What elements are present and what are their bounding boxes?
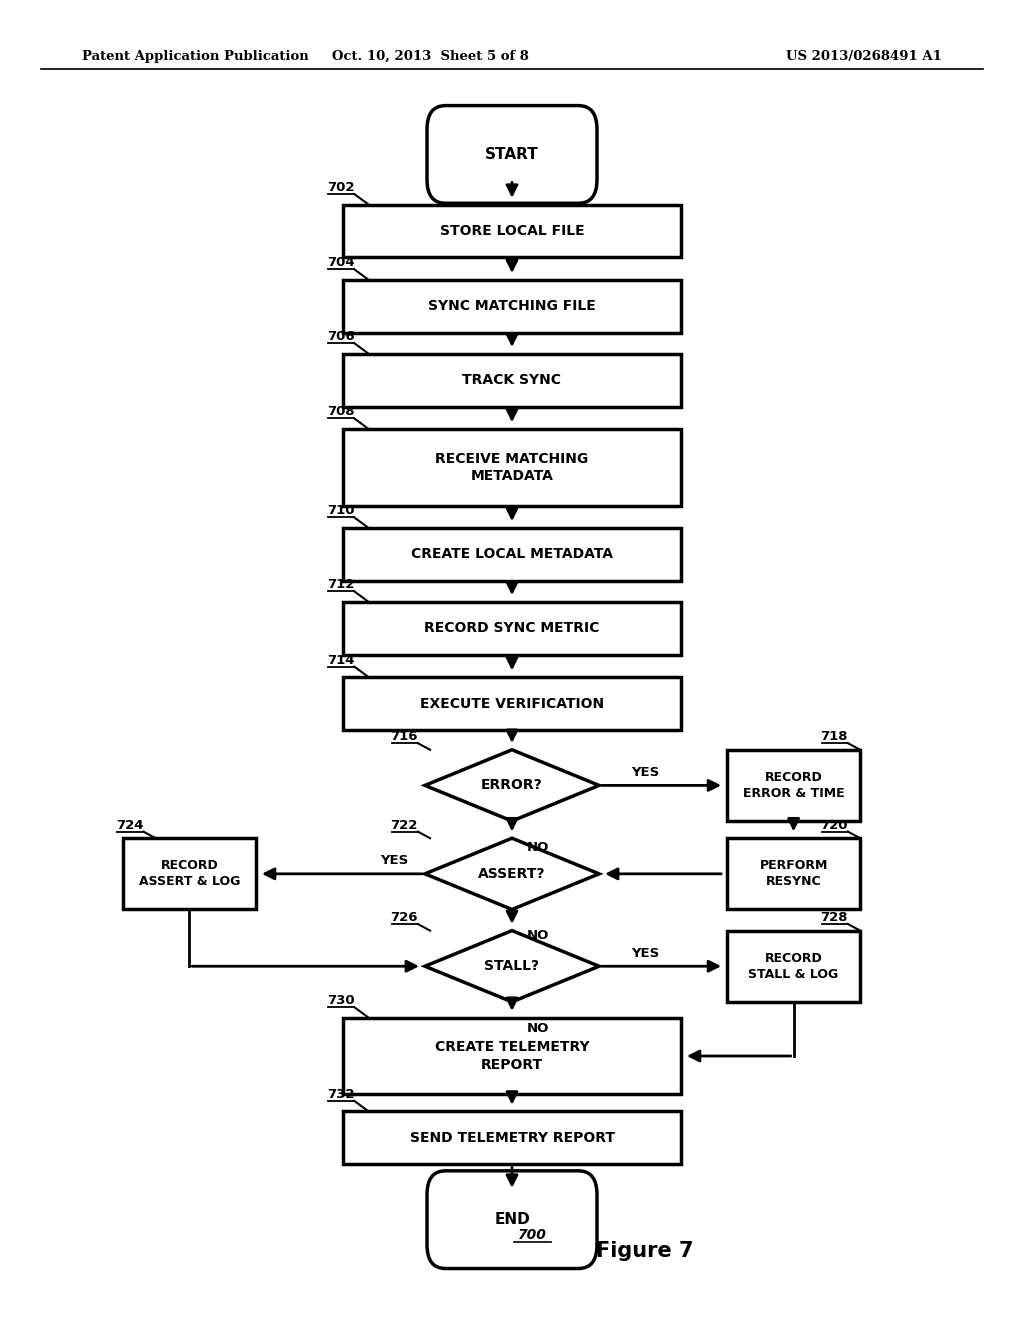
Text: 706: 706 bbox=[327, 330, 354, 343]
Text: EXECUTE VERIFICATION: EXECUTE VERIFICATION bbox=[420, 697, 604, 710]
Text: RECORD
ERROR & TIME: RECORD ERROR & TIME bbox=[742, 771, 845, 800]
Text: START: START bbox=[485, 147, 539, 162]
Polygon shape bbox=[425, 931, 599, 1002]
FancyBboxPatch shape bbox=[427, 1171, 597, 1269]
FancyBboxPatch shape bbox=[343, 1111, 681, 1164]
Text: Oct. 10, 2013  Sheet 5 of 8: Oct. 10, 2013 Sheet 5 of 8 bbox=[332, 50, 528, 63]
FancyBboxPatch shape bbox=[343, 354, 681, 407]
Text: STALL?: STALL? bbox=[484, 960, 540, 973]
FancyBboxPatch shape bbox=[343, 280, 681, 333]
Text: 722: 722 bbox=[390, 818, 418, 832]
FancyBboxPatch shape bbox=[727, 750, 860, 821]
Text: STORE LOCAL FILE: STORE LOCAL FILE bbox=[439, 224, 585, 238]
Text: YES: YES bbox=[631, 766, 659, 779]
Text: 732: 732 bbox=[327, 1088, 354, 1101]
FancyBboxPatch shape bbox=[343, 602, 681, 655]
Polygon shape bbox=[425, 750, 599, 821]
Text: Patent Application Publication: Patent Application Publication bbox=[82, 50, 308, 63]
Text: RECORD SYNC METRIC: RECORD SYNC METRIC bbox=[424, 622, 600, 635]
FancyBboxPatch shape bbox=[727, 931, 860, 1002]
Text: YES: YES bbox=[380, 854, 409, 867]
Text: NO: NO bbox=[526, 929, 549, 942]
Text: 708: 708 bbox=[327, 405, 354, 418]
Text: ERROR?: ERROR? bbox=[481, 779, 543, 792]
FancyBboxPatch shape bbox=[343, 205, 681, 257]
Text: CREATE TELEMETRY
REPORT: CREATE TELEMETRY REPORT bbox=[434, 1040, 590, 1072]
FancyBboxPatch shape bbox=[343, 1018, 681, 1094]
Text: 704: 704 bbox=[327, 256, 354, 269]
Text: YES: YES bbox=[631, 946, 659, 960]
Text: 700: 700 bbox=[518, 1228, 547, 1242]
Text: NO: NO bbox=[526, 1022, 549, 1035]
FancyBboxPatch shape bbox=[343, 677, 681, 730]
Text: PERFORM
RESYNC: PERFORM RESYNC bbox=[760, 859, 827, 888]
Text: RECORD
STALL & LOG: RECORD STALL & LOG bbox=[749, 952, 839, 981]
Text: CREATE LOCAL METADATA: CREATE LOCAL METADATA bbox=[411, 548, 613, 561]
Text: 724: 724 bbox=[116, 818, 143, 832]
Text: RECEIVE MATCHING
METADATA: RECEIVE MATCHING METADATA bbox=[435, 451, 589, 483]
FancyBboxPatch shape bbox=[427, 106, 597, 203]
Text: RECORD
ASSERT & LOG: RECORD ASSERT & LOG bbox=[139, 859, 240, 888]
Text: TRACK SYNC: TRACK SYNC bbox=[463, 374, 561, 387]
Text: 712: 712 bbox=[327, 578, 354, 591]
Text: 728: 728 bbox=[820, 911, 848, 924]
Text: 710: 710 bbox=[327, 504, 354, 517]
Text: 702: 702 bbox=[327, 181, 354, 194]
FancyBboxPatch shape bbox=[343, 528, 681, 581]
Text: END: END bbox=[495, 1212, 529, 1228]
Text: 718: 718 bbox=[820, 730, 848, 743]
Text: ASSERT?: ASSERT? bbox=[478, 867, 546, 880]
Text: 726: 726 bbox=[390, 911, 418, 924]
Text: 714: 714 bbox=[327, 653, 354, 667]
Text: 720: 720 bbox=[820, 818, 848, 832]
Text: US 2013/0268491 A1: US 2013/0268491 A1 bbox=[786, 50, 942, 63]
Polygon shape bbox=[425, 838, 599, 909]
FancyBboxPatch shape bbox=[727, 838, 860, 909]
Text: SEND TELEMETRY REPORT: SEND TELEMETRY REPORT bbox=[410, 1131, 614, 1144]
FancyBboxPatch shape bbox=[123, 838, 256, 909]
Text: SYNC MATCHING FILE: SYNC MATCHING FILE bbox=[428, 300, 596, 313]
Text: NO: NO bbox=[526, 841, 549, 854]
Text: 730: 730 bbox=[327, 994, 354, 1007]
Text: 716: 716 bbox=[390, 730, 418, 743]
Text: Figure 7: Figure 7 bbox=[596, 1241, 694, 1262]
FancyBboxPatch shape bbox=[343, 429, 681, 506]
